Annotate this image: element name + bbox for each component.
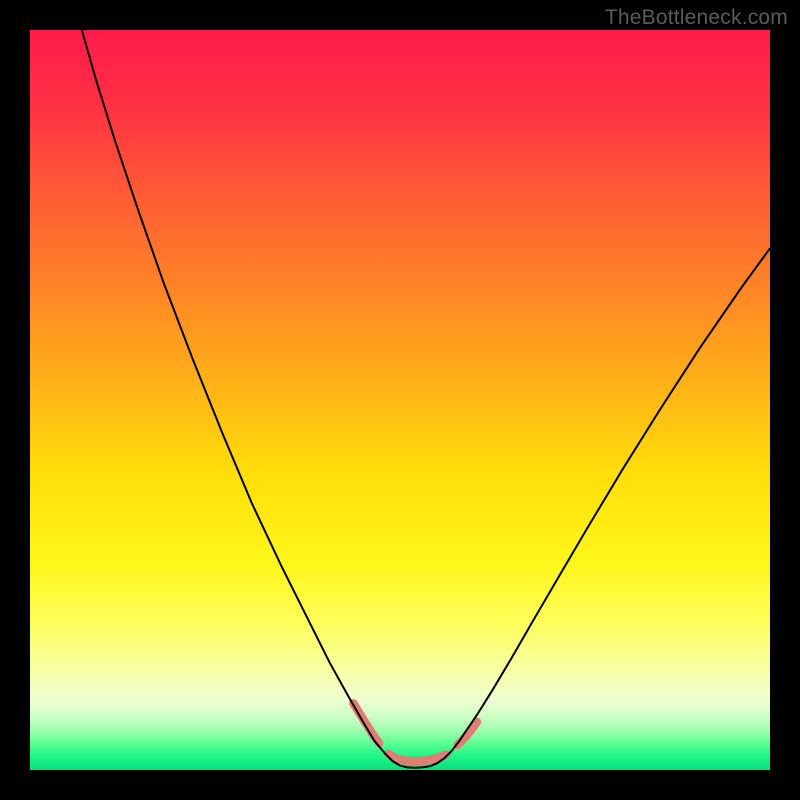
watermark-text: TheBottleneck.com bbox=[605, 6, 788, 30]
chart-overlay-svg bbox=[30, 30, 770, 770]
chart-frame: TheBottleneck.com bbox=[0, 0, 800, 800]
highlight-segment-2 bbox=[458, 722, 477, 745]
highlight-segment-1 bbox=[388, 754, 446, 761]
highlight-segment-0 bbox=[353, 703, 379, 743]
plot-area bbox=[30, 30, 770, 770]
bottleneck-curve bbox=[82, 30, 770, 768]
